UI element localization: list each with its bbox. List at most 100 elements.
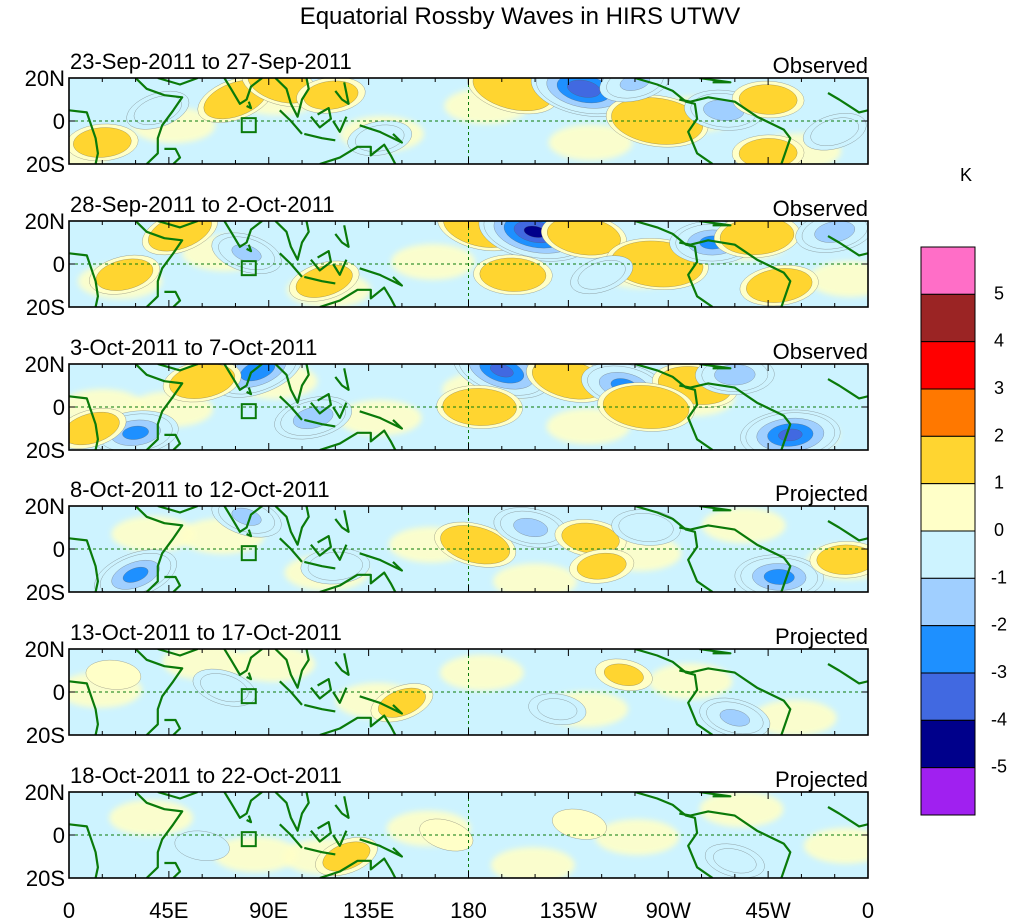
coastline (223, 792, 263, 819)
contour-level (322, 841, 371, 872)
x-tick-label: 0 (862, 898, 874, 923)
coastline (246, 529, 253, 538)
coastline (164, 861, 182, 878)
colorbar-swatch (920, 388, 976, 437)
coastline (679, 667, 792, 735)
anomaly-blob (554, 519, 627, 558)
coastline (69, 252, 99, 307)
colorbar-swatch (920, 719, 976, 769)
background-patch (213, 836, 298, 873)
coastline (310, 393, 332, 415)
anomaly-blob (493, 507, 568, 548)
contour-level (778, 428, 803, 442)
coastline (164, 433, 182, 450)
coastline (319, 857, 397, 878)
coastline (699, 649, 732, 655)
coastline (699, 506, 732, 512)
coastline (332, 259, 348, 276)
coastline (279, 252, 303, 278)
coastline (699, 78, 732, 84)
anomaly-blob (739, 264, 819, 307)
panel-kind-label: Projected (775, 481, 868, 506)
anomaly-blob (611, 509, 681, 546)
region-box (240, 831, 257, 848)
y-tick-label: 20N (25, 494, 65, 519)
y-tick-label: 20S (26, 723, 65, 748)
panel-date-range: 23-Sep-2011 to 27-Sep-2011 (70, 49, 352, 74)
anomaly-blob (69, 123, 139, 162)
contour-level (603, 663, 644, 686)
coastline (699, 364, 732, 370)
colorbar-swatch (920, 293, 976, 343)
contour-level (378, 687, 426, 718)
background-patch (390, 243, 475, 280)
coastline (359, 552, 403, 572)
colorbar-swatch (920, 530, 976, 579)
coastline (334, 82, 350, 105)
contour-level (69, 411, 120, 446)
coastline (279, 823, 303, 849)
background-patch (111, 515, 196, 552)
anomaly-blob (88, 254, 161, 295)
colorbar: 5 4 3 2 1 0 -1 -2 -3 -4 -5 (920, 246, 1007, 816)
coastline (319, 714, 397, 735)
y-tick-label: 20N (25, 209, 65, 234)
x-tick-label: 0 (63, 898, 75, 923)
colorbar-swatch (920, 625, 976, 674)
colorbar-level-label: 5 (994, 283, 1004, 303)
y-tick-label: 20S (26, 866, 65, 891)
anomaly-blob (162, 364, 242, 403)
colorbar-swatch (920, 767, 976, 816)
coastline (310, 250, 332, 272)
anomaly-blob (704, 843, 765, 878)
x-tick-label: 90W (646, 898, 691, 923)
coastline (134, 649, 184, 735)
contour-level (719, 221, 795, 255)
contour-level (546, 221, 621, 256)
background-patch (548, 124, 633, 161)
anomaly-field (69, 649, 868, 735)
chart-title: Equatorial Rossby Waves in HIRS UTWV (300, 3, 741, 30)
contour-level (713, 848, 757, 874)
map-panel-4: 20N 0 20S 8-Oct-2011 to 12-Oct-2011 Projecte… (25, 477, 869, 605)
panel-date-range: 18-Oct-2011 to 22-Oct-2011 (70, 763, 342, 788)
coastline (274, 364, 310, 404)
background-patch (648, 663, 733, 700)
colorbar-level-label: -3 (991, 662, 1007, 682)
contour-level (200, 673, 249, 703)
coastline (319, 286, 397, 307)
coastline (304, 275, 336, 285)
contour-level (85, 659, 142, 690)
y-tick-label: 0 (53, 252, 65, 277)
contour-level (576, 552, 627, 580)
panel-date-range: 13-Oct-2011 to 17-Oct-2011 (70, 620, 342, 645)
colorbar-swatch (920, 672, 976, 721)
x-tick-label: 135E (343, 898, 394, 923)
anomaly-blob (699, 697, 771, 735)
coastline (319, 429, 397, 450)
colorbar-level-label: 2 (994, 425, 1004, 445)
colorbar-level-label: 4 (994, 331, 1004, 351)
coastline (246, 387, 253, 396)
colorbar-swatch (920, 435, 976, 485)
anomaly-blob (809, 541, 868, 579)
coastline (274, 78, 310, 118)
background-patch (699, 792, 784, 828)
coastline (827, 663, 868, 685)
coastline (334, 653, 350, 676)
coastline (310, 535, 332, 557)
anomaly-blob (473, 254, 553, 295)
coastline (134, 792, 184, 878)
coastline (223, 649, 263, 676)
coastline (319, 571, 397, 592)
anomaly-blob (300, 548, 371, 585)
coastline (334, 796, 350, 819)
colorbar-swatch (920, 341, 976, 390)
anomaly-blob (570, 255, 634, 295)
contour-level (122, 566, 149, 583)
coastline (246, 244, 253, 253)
coastline (359, 124, 403, 144)
y-tick-label: 20S (26, 152, 65, 177)
map-panel-2: 20N 0 20S 28-Sep-2011 to 2-Oct-2011 Observed (25, 192, 869, 320)
contour-level (577, 260, 626, 290)
